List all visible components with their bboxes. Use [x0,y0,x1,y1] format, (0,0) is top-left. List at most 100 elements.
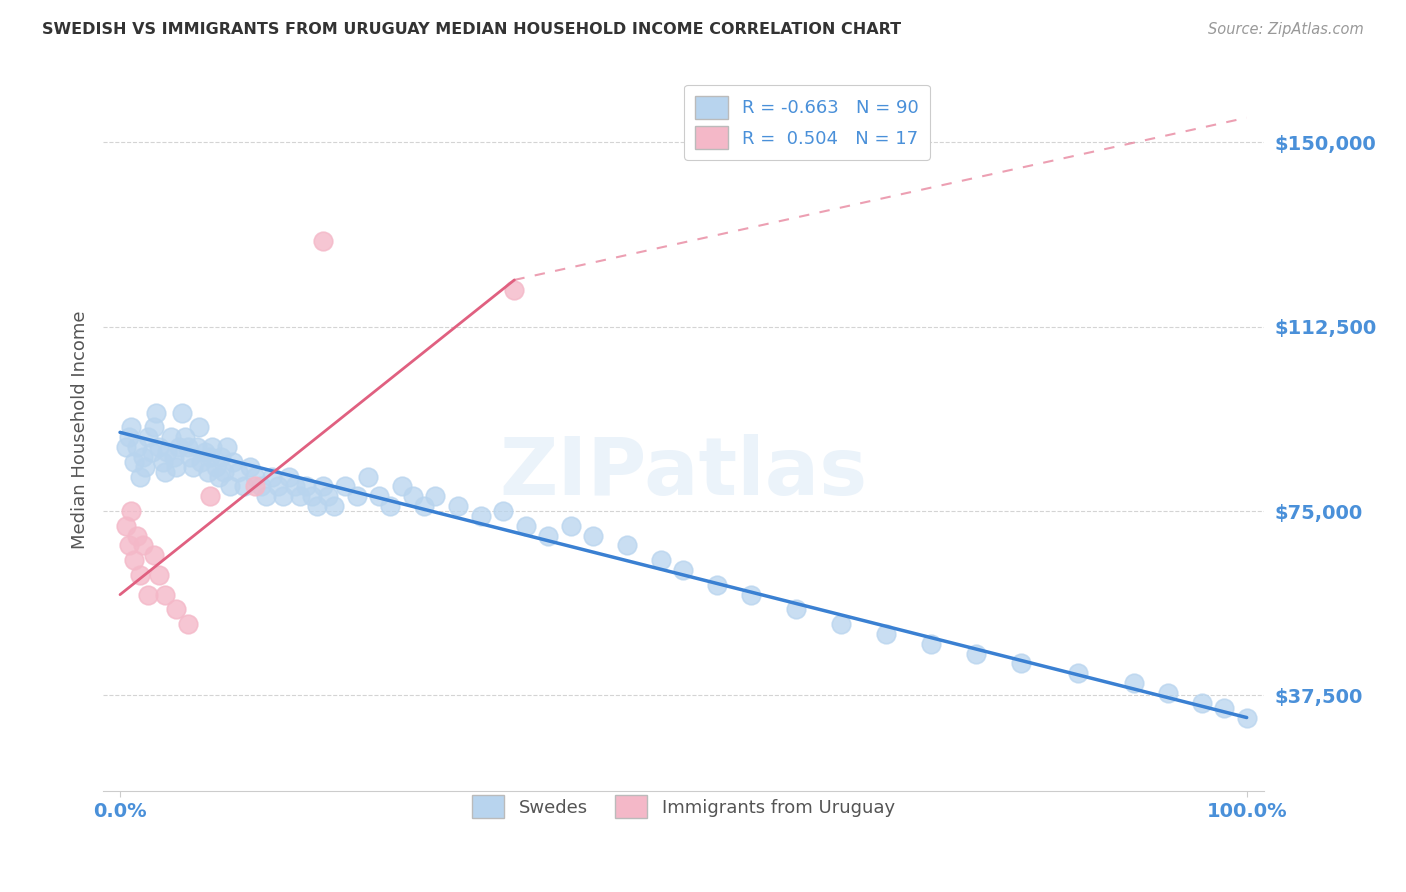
Point [215,440,238,454]
Point [256,489,278,503]
Point [219,479,242,493]
Point [131,538,153,552]
Point [318,489,340,503]
Point [1123,676,1146,690]
Point [190,455,212,469]
Point [208,469,231,483]
Point [335,479,357,493]
Y-axis label: Median Household Income: Median Household Income [72,310,89,549]
Point [193,445,215,459]
Point [616,538,638,552]
Point [1157,686,1180,700]
Point [142,420,165,434]
Point [706,578,728,592]
Point [141,445,163,459]
Point [153,465,176,479]
Point [197,465,219,479]
Point [515,518,537,533]
Point [402,489,425,503]
Point [920,637,942,651]
Point [145,406,167,420]
Point [307,499,329,513]
Point [262,469,284,483]
Point [163,450,186,464]
Point [201,440,224,454]
Point [176,617,198,632]
Point [212,465,235,479]
Point [165,602,187,616]
Point [198,450,221,464]
Point [301,489,323,503]
Point [245,469,267,483]
Point [273,489,295,503]
Point [346,489,368,503]
Point [142,549,165,563]
Point [148,568,170,582]
Point [152,455,174,469]
Point [159,430,181,444]
Point [181,459,204,474]
Point [284,479,307,493]
Point [312,479,335,493]
Point [245,479,267,493]
Point [447,499,470,513]
Point [118,430,141,444]
Point [118,538,141,552]
Point [120,420,142,434]
Point [1236,710,1258,724]
Point [209,450,232,464]
Point [470,508,492,523]
Point [198,489,221,503]
Point [1213,700,1236,714]
Point [204,459,226,474]
Point [357,469,380,483]
Point [122,553,145,567]
Point [492,504,515,518]
Point [537,528,560,542]
Point [129,469,152,483]
Point [1066,666,1088,681]
Point [740,588,762,602]
Point [380,499,402,513]
Point [120,504,142,518]
Point [582,528,605,542]
Point [295,479,318,493]
Point [391,479,413,493]
Point [167,440,190,454]
Point [1010,657,1032,671]
Point [239,459,262,474]
Point [875,627,897,641]
Point [965,647,987,661]
Point [267,479,290,493]
Point [176,440,198,454]
Point [278,469,301,483]
Point [129,568,152,582]
Point [174,430,197,444]
Point [323,499,346,513]
Point [125,528,148,542]
Point [228,465,250,479]
Point [1191,696,1213,710]
Text: SWEDISH VS IMMIGRANTS FROM URUGUAY MEDIAN HOUSEHOLD INCOME CORRELATION CHART: SWEDISH VS IMMIGRANTS FROM URUGUAY MEDIA… [42,22,901,37]
Point [413,499,436,513]
Point [186,440,208,454]
Point [114,440,136,454]
Point [156,445,179,459]
Point [131,450,153,464]
Point [114,518,136,533]
Point [125,440,148,454]
Point [136,430,159,444]
Point [136,588,159,602]
Point [165,459,187,474]
Point [134,459,156,474]
Point [122,455,145,469]
Point [222,455,245,469]
Point [312,234,335,248]
Point [233,479,256,493]
Point [148,440,170,454]
Point [290,489,312,503]
Point [830,617,852,632]
Text: ZIPatlas: ZIPatlas [499,434,868,512]
Point [650,553,672,567]
Point [153,588,176,602]
